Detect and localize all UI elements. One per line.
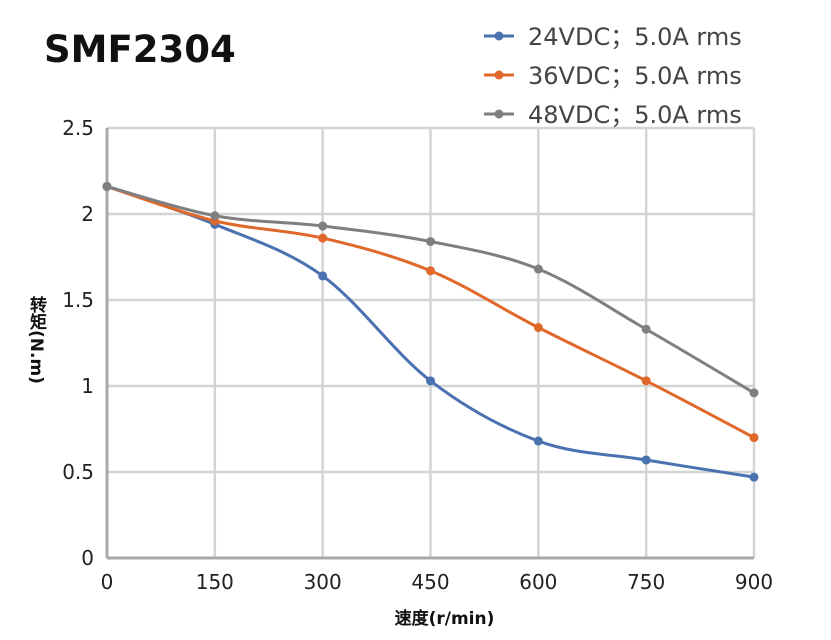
data-point (533, 264, 543, 274)
x-tick-label: 900 (735, 570, 773, 594)
data-point (533, 323, 543, 333)
data-point (426, 376, 435, 386)
data-point (426, 266, 435, 276)
data-point (318, 271, 328, 281)
legend-label: 24VDC；5.0A rms (528, 23, 742, 51)
data-point (749, 388, 759, 398)
x-tick-label: 750 (627, 570, 665, 594)
legend-label: 36VDC；5.0A rms (528, 62, 742, 90)
y-tick-label: 1 (81, 374, 94, 398)
data-point (533, 436, 543, 446)
y-tick-label: 0 (81, 546, 94, 570)
y-axis-label: 转矩(N.m) (26, 296, 46, 384)
data-point (641, 455, 651, 465)
data-point (426, 237, 435, 247)
data-point (210, 211, 220, 221)
y-tick-label: 1.5 (62, 288, 94, 312)
legend-marker (494, 109, 504, 119)
y-tick-label: 2.5 (62, 116, 94, 140)
data-point (749, 472, 759, 482)
data-point (318, 221, 328, 231)
x-tick-label: 300 (304, 570, 342, 594)
y-tick-label: 2 (81, 202, 94, 226)
data-point (318, 233, 328, 243)
x-tick-label: 450 (411, 570, 449, 594)
data-point (749, 433, 759, 443)
chart-title: SMF2304 (44, 28, 236, 71)
data-point (641, 376, 651, 386)
legend-marker (494, 70, 504, 80)
x-tick-label: 0 (101, 570, 114, 594)
x-axis-label: 速度(r/min) (394, 609, 495, 629)
legend-label: 48VDC；5.0A rms (528, 101, 742, 129)
data-point (641, 324, 651, 334)
x-tick-label: 150 (196, 570, 234, 594)
data-point (102, 181, 112, 191)
y-tick-label: 0.5 (62, 460, 94, 484)
legend-marker (494, 31, 504, 41)
x-tick-label: 600 (519, 570, 557, 594)
